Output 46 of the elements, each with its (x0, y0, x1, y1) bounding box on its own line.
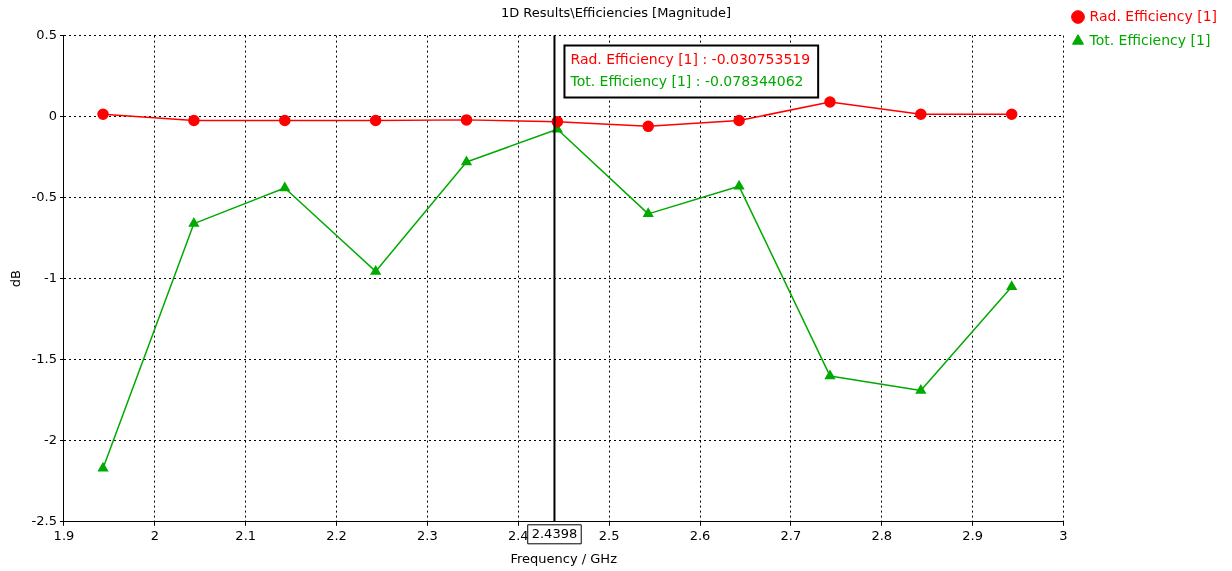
y-tick-label: -1.5 (31, 351, 57, 367)
chart-title: 1D Results\Efficiencies [Magnitude] (500, 5, 732, 21)
point (733, 114, 745, 127)
point (97, 108, 109, 120)
point (643, 208, 654, 218)
point (279, 182, 290, 192)
y-tick-label: 0.5 (36, 26, 57, 42)
x-tick-label: 2.7 (780, 527, 802, 543)
x-tick-label: 2 (150, 527, 159, 543)
x-tick-label: 2.9 (962, 527, 983, 543)
point (915, 384, 926, 394)
x-tick-label: 2.8 (871, 527, 893, 543)
annotation: Tot. Efficiency [1] : -0.078344062 (569, 73, 804, 90)
y-tick-label: -0.5 (31, 189, 57, 205)
point (461, 156, 472, 166)
point (188, 114, 200, 127)
x-tick-label: 2.2 (326, 527, 347, 543)
point (824, 370, 836, 380)
point (1005, 108, 1018, 120)
y-tick-label: -1 (44, 270, 57, 286)
y-tick-label: -2 (44, 432, 57, 448)
x-tick-label: 2.3 (417, 527, 438, 543)
point (1006, 281, 1017, 291)
legend-label: Tot. Efficiency [1] (1088, 31, 1211, 48)
point (915, 108, 927, 120)
y-axis-title: dB (8, 270, 24, 288)
point (279, 114, 291, 127)
point (188, 217, 199, 227)
point (734, 180, 745, 190)
point (97, 462, 109, 472)
x-axis-title: Frequency / GHz (510, 550, 618, 566)
x-tick-label: 3 (1059, 527, 1068, 543)
x-tick-label: 2.5 (598, 527, 620, 543)
y-tick-label: -2.5 (31, 513, 57, 529)
point (370, 265, 381, 275)
x-tick-label: 2.1 (235, 527, 257, 543)
point (642, 120, 654, 133)
y-tick-label: 0 (48, 108, 57, 124)
x-tick-label: 2.6 (689, 527, 711, 543)
point (369, 114, 382, 127)
point (824, 96, 836, 108)
ref-line-label: 2.4398 (531, 526, 578, 542)
annotation: Rad. Efficiency [1] : -0.030753519 (570, 51, 811, 68)
point (460, 114, 473, 126)
legend-label: Rad. Efficiency [1] (1089, 7, 1218, 24)
x-tick-label: 1.9 (53, 527, 75, 543)
